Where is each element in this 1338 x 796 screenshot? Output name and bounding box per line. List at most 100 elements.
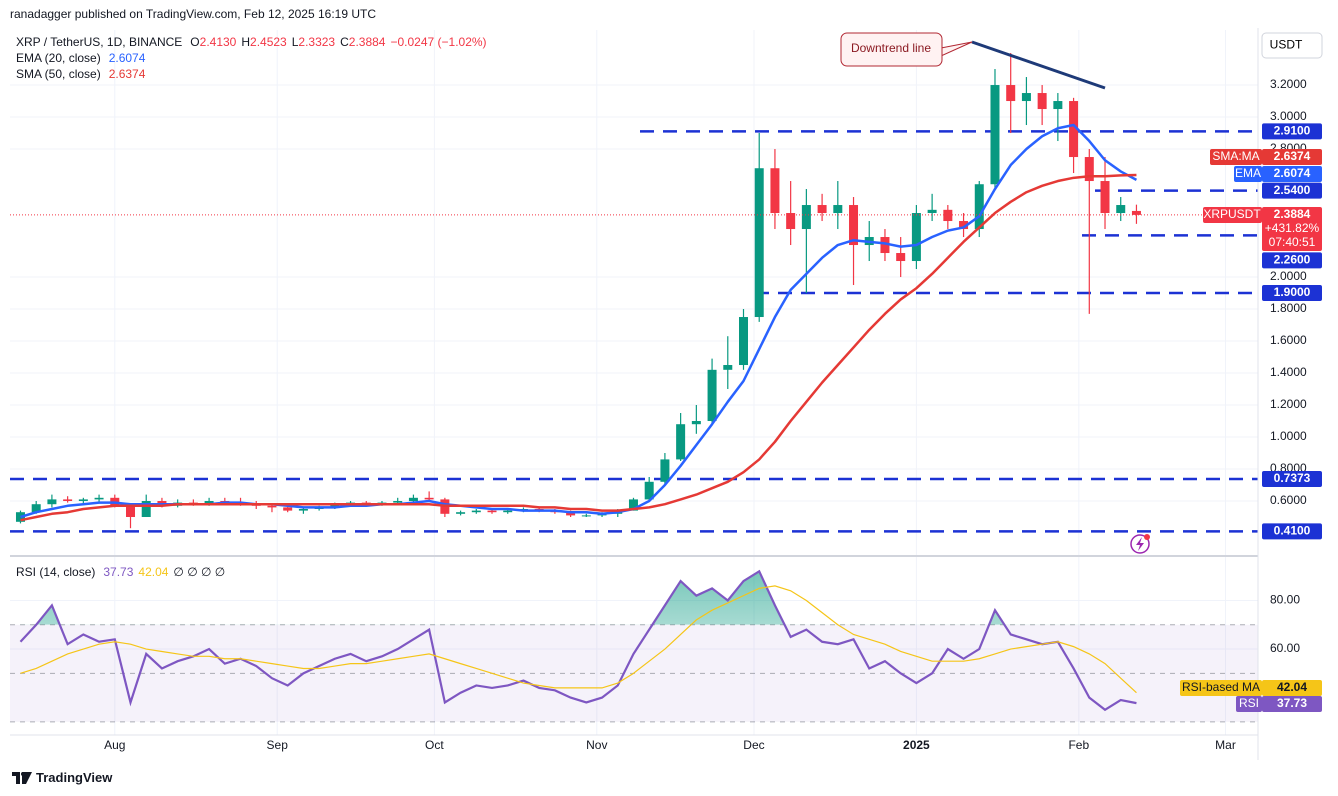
tag-value: 2.6074 (1274, 166, 1311, 180)
currency-label[interactable]: USDT (1270, 38, 1303, 52)
events-icon-bolt (1136, 537, 1144, 551)
y-tick-label: 1.8000 (1270, 301, 1307, 315)
y-tick-label: 80.00 (1270, 593, 1300, 607)
level-tag-box (1262, 471, 1322, 488)
footer-text: TradingView (36, 770, 113, 785)
symbol-tag-countdown: 07:40:51 (1269, 235, 1316, 249)
level-tag-box (1262, 285, 1322, 302)
candle-body (959, 221, 969, 230)
candle-body (78, 499, 88, 502)
currency-box[interactable] (1261, 32, 1323, 59)
x-tick-label: Mar (1215, 738, 1236, 752)
candle-body (47, 499, 57, 505)
indicator-value: 2.6374 (108, 67, 146, 81)
candle-body (581, 515, 591, 517)
ohlc-key: O (190, 35, 200, 49)
events-icon-dot (1144, 534, 1150, 540)
tag-value: 2.6374 (1274, 149, 1311, 163)
candle-body (1131, 210, 1141, 215)
candle-body (283, 507, 293, 511)
publish-header: ranadagger published on TradingView.com,… (10, 7, 377, 21)
footer: TradingView (12, 770, 112, 785)
downtrend-line (971, 40, 1106, 90)
callout-text: Downtrend line (851, 41, 931, 55)
candle-body (1084, 157, 1094, 182)
candle-body (817, 205, 827, 214)
candle-body (943, 209, 953, 222)
rsi-line (20, 585, 1137, 694)
symbol-title: XRP / TetherUS, 1D, BINANCE (16, 35, 183, 49)
tag-value-box (1262, 680, 1322, 696)
candle-body (754, 168, 764, 318)
ohlc-key: L (291, 35, 299, 49)
moving-average-line (20, 173, 1137, 522)
symbol-tag-name-box (1203, 207, 1262, 223)
candle-body (408, 497, 418, 502)
ohlc-key: H (241, 35, 251, 49)
symbol-tag-price: 2.3884 (1274, 207, 1311, 221)
candle-body (676, 424, 686, 460)
candle-body (1021, 93, 1031, 102)
legend-row: EMA (20, close) 2.6074 (16, 50, 492, 66)
ohlc-key: C (340, 35, 349, 49)
candle-body (1037, 93, 1047, 110)
y-tick-label: 60.00 (1270, 641, 1300, 655)
level-tag-label: 0.7373 (1274, 471, 1311, 485)
tag-value-box (1262, 696, 1322, 712)
candle-body (503, 510, 513, 513)
x-tick-label: Nov (586, 738, 607, 752)
candle-body (660, 459, 670, 482)
indicator-name: RSI (14, close) (16, 565, 96, 579)
rsi-legend: RSI (14, close) 37.73 42.04 ∅ ∅ ∅ ∅ (16, 564, 230, 580)
candle-body (298, 509, 308, 511)
legend-row: XRP / TetherUS, 1D, BINANCE O2.4130 H2.452… (16, 34, 492, 50)
candle-body (456, 512, 466, 514)
level-tag-label: 2.2600 (1274, 253, 1311, 267)
symbol-tag-change: +431.82% (1265, 221, 1320, 235)
tag-value: 42.04 (1277, 680, 1307, 694)
y-tick-label: 1.6000 (1270, 333, 1307, 347)
candle-body (707, 369, 717, 422)
candle-body (471, 510, 481, 513)
tag-name-box (1180, 680, 1262, 696)
y-tick-label: 0.6000 (1270, 493, 1307, 507)
tag-name: RSI (1239, 696, 1259, 710)
candle-body (63, 499, 73, 502)
candle-body (849, 205, 859, 246)
tag-name-box (1236, 696, 1262, 712)
candle-body (691, 421, 701, 425)
legend-row: SMA (50, close) 2.6374 (16, 66, 492, 82)
callout-box (840, 32, 943, 67)
y-tick-label: 2.0000 (1270, 269, 1307, 283)
price-legend: XRP / TetherUS, 1D, BINANCE O2.4130 H2.452… (16, 34, 492, 82)
candle-body (644, 481, 654, 500)
candle-body (141, 501, 151, 518)
tag-name: SMA:MA (1212, 149, 1259, 163)
indicator-name: SMA (50, close) (16, 67, 101, 81)
candle-body (739, 317, 749, 366)
y-tick-label: 1.2000 (1270, 397, 1307, 411)
candle-body (566, 512, 576, 516)
footer-logo (12, 771, 32, 784)
x-tick-label: Dec (743, 738, 764, 752)
candle-body (15, 512, 25, 522)
candle-body (94, 497, 104, 500)
symbol-tag-box (1262, 207, 1322, 251)
overbought-fill (36, 571, 1005, 625)
candle-body (1069, 101, 1079, 158)
level-tag-box (1262, 182, 1322, 199)
indicator-value: 42.04 (138, 565, 169, 579)
tag-value: 37.73 (1277, 696, 1307, 710)
candle-body (786, 213, 796, 230)
candle-body (770, 168, 780, 214)
tag-name: EMA (1235, 166, 1261, 180)
level-tag-box (1262, 523, 1322, 540)
x-tick-label: Feb (1068, 738, 1089, 752)
tag-name-box (1210, 149, 1262, 165)
candle-body (990, 85, 1000, 185)
tag-value-box (1262, 166, 1322, 182)
candle-body (1053, 101, 1063, 110)
level-tag-box (1262, 123, 1322, 140)
level-tag-label: 1.9000 (1274, 285, 1311, 299)
